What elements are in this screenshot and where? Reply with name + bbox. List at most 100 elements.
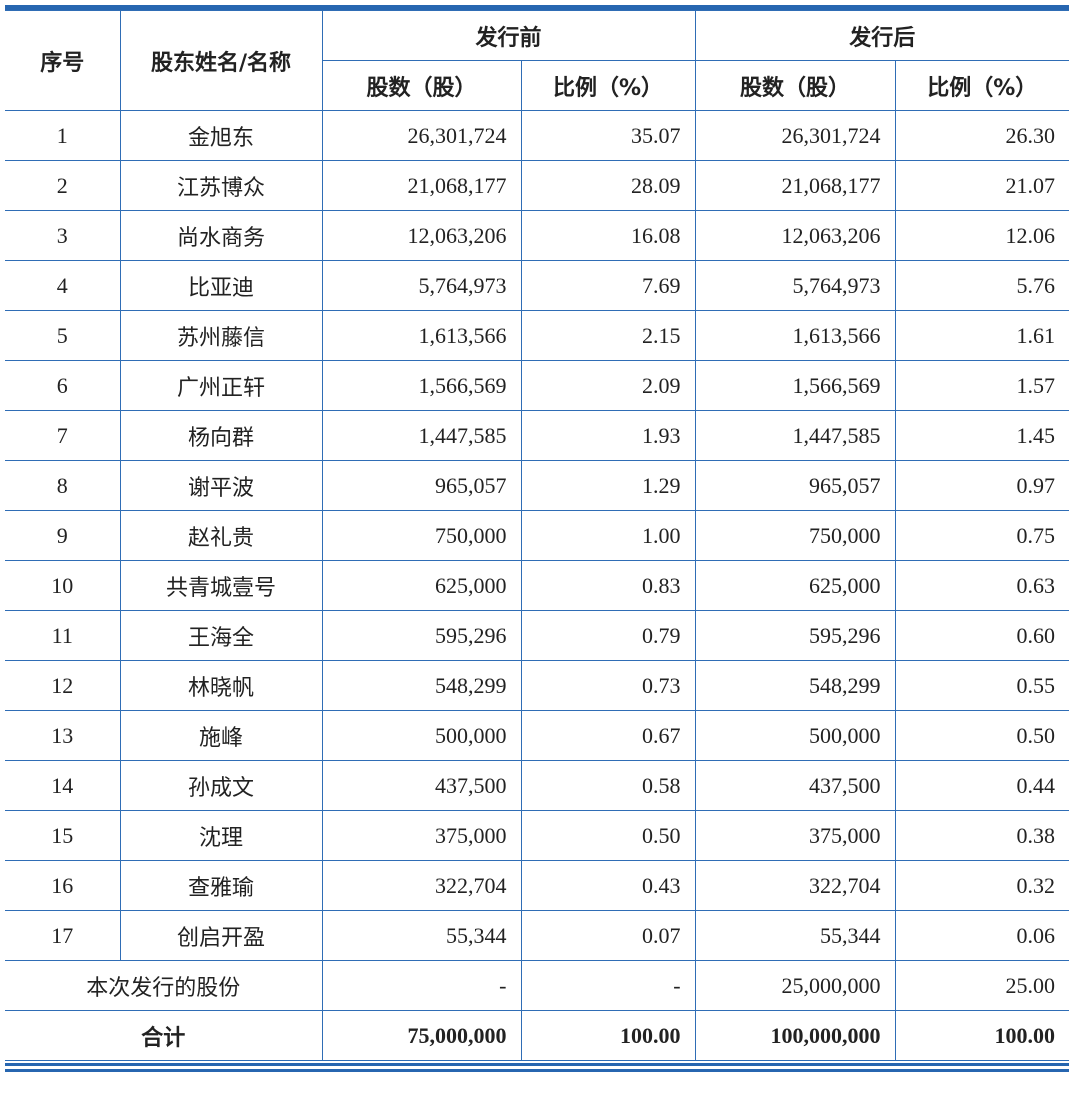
- cell: 1,613,566: [321, 310, 522, 361]
- header-row: 序号 股东姓名/名称 发行前 发行后: [5, 10, 1070, 111]
- cell: 9: [5, 510, 121, 561]
- data-row: 16 查雅瑜 322,704 0.43 322,704 0.32: [5, 860, 1070, 911]
- cell: 0.07: [520, 910, 696, 961]
- cell: 0.58: [520, 760, 696, 811]
- data-row: 12 林晓帆 548,299 0.73 548,299 0.55: [5, 660, 1070, 711]
- cell: 1.45: [894, 410, 1070, 461]
- cell: 25,000,000: [694, 960, 896, 1011]
- cell: 21,068,177: [694, 160, 896, 211]
- cell: 55,344: [321, 910, 522, 961]
- header-cell: 比例（%）: [894, 60, 1070, 111]
- cell: 江苏博众: [119, 160, 323, 211]
- cell: 12,063,206: [694, 210, 896, 261]
- cell: 1.93: [520, 410, 696, 461]
- cell: 12,063,206: [321, 210, 522, 261]
- data-row: 5 苏州藤信 1,613,566 2.15 1,613,566 1.61: [5, 310, 1070, 361]
- data-row: 8 谢平波 965,057 1.29 965,057 0.97: [5, 460, 1070, 511]
- cell: 322,704: [694, 860, 896, 911]
- cell: 21.07: [894, 160, 1070, 211]
- cell: 15: [5, 810, 121, 861]
- cell: 杨向群: [119, 410, 323, 461]
- row-label: 合计: [5, 1010, 323, 1061]
- header-cell: 股东姓名/名称: [119, 10, 323, 111]
- cell: 2.15: [520, 310, 696, 361]
- cell: 595,296: [321, 610, 522, 661]
- cell: 8: [5, 460, 121, 511]
- data-row: 11 王海全 595,296 0.79 595,296 0.60: [5, 610, 1070, 661]
- header-cell: 发行后: [694, 10, 1070, 61]
- cell: 5,764,973: [694, 260, 896, 311]
- cell: 12: [5, 660, 121, 711]
- cell: 0.50: [520, 810, 696, 861]
- cell: 7.69: [520, 260, 696, 311]
- cell: 625,000: [694, 560, 896, 611]
- cell: 施峰: [119, 710, 323, 761]
- cell: 14: [5, 760, 121, 811]
- cell: 2: [5, 160, 121, 211]
- bottom-rule: [5, 1063, 1069, 1072]
- cell: 0.44: [894, 760, 1070, 811]
- cell: 13: [5, 710, 121, 761]
- cell: 1,566,569: [694, 360, 896, 411]
- cell: 1.29: [520, 460, 696, 511]
- header-row: 股数（股） 比例（%） 股数（股） 比例（%）: [5, 60, 1070, 111]
- data-row: 14 孙成文 437,500 0.58 437,500 0.44: [5, 760, 1070, 811]
- cell: 28.09: [520, 160, 696, 211]
- cell: 1.00: [520, 510, 696, 561]
- cell: 437,500: [694, 760, 896, 811]
- cell: 1,447,585: [694, 410, 896, 461]
- cell: 5: [5, 310, 121, 361]
- cell: 4: [5, 260, 121, 311]
- cell: 1: [5, 110, 121, 161]
- cell: 创启开盈: [119, 910, 323, 961]
- shareholder-table: 序号 股东姓名/名称 发行前 发行后 股数（股） 比例（%） 股数（股） 比例（…: [5, 10, 1070, 1061]
- cell: 965,057: [321, 460, 522, 511]
- cell: 7: [5, 410, 121, 461]
- data-row: 6 广州正轩 1,566,569 2.09 1,566,569 1.57: [5, 360, 1070, 411]
- issue-row: 本次发行的股份 - -25,000,000 25.00: [5, 960, 1070, 1011]
- cell: 100.00: [894, 1010, 1070, 1061]
- cell: 0.06: [894, 910, 1070, 961]
- cell: 965,057: [694, 460, 896, 511]
- cell: 5,764,973: [321, 260, 522, 311]
- cell: 1,566,569: [321, 360, 522, 411]
- cell: 比亚迪: [119, 260, 323, 311]
- cell: 12.06: [894, 210, 1070, 261]
- cell: 查雅瑜: [119, 860, 323, 911]
- header-cell: 股数（股）: [322, 60, 522, 111]
- table-body: 1 金旭东 26,301,724 35.07 26,301,724 26.30 2 江苏博众 2…: [5, 110, 1070, 1061]
- data-row: 2 江苏博众 21,068,177 28.09 21,068,177 21.07: [5, 160, 1070, 211]
- cell: 广州正轩: [119, 360, 323, 411]
- cell: 3: [5, 210, 121, 261]
- cell: 0.60: [894, 610, 1070, 661]
- cell: 0.97: [894, 460, 1070, 511]
- cell: 1.57: [894, 360, 1070, 411]
- cell: 548,299: [694, 660, 896, 711]
- cell: 0.67: [520, 710, 696, 761]
- cell: 0.63: [894, 560, 1070, 611]
- header-cell: 序号: [5, 10, 121, 111]
- cell: 11: [5, 610, 121, 661]
- cell: 赵礼贵: [119, 510, 323, 561]
- cell: 0.50: [894, 710, 1070, 761]
- cell: 尚水商务: [119, 210, 323, 261]
- cell: 21,068,177: [321, 160, 522, 211]
- header-cell: 比例（%）: [520, 60, 696, 111]
- data-row: 10 共青城壹号 625,000 0.83 625,000 0.63: [5, 560, 1070, 611]
- cell: 548,299: [321, 660, 522, 711]
- cell: 苏州藤信: [119, 310, 323, 361]
- total-row: 合计 75,000,000 100.00 100,000,000 100.00: [5, 1010, 1070, 1061]
- cell: 500,000: [321, 710, 522, 761]
- cell: 595,296: [694, 610, 896, 661]
- cell: 谢平波: [119, 460, 323, 511]
- header-cell: 发行前: [321, 10, 696, 61]
- cell: 金旭东: [119, 110, 323, 161]
- cell: -: [321, 960, 522, 1011]
- cell: 26,301,724: [321, 110, 522, 161]
- data-row: 3 尚水商务 12,063,206 16.08 12,063,206 12.06: [5, 210, 1070, 261]
- cell: 0.55: [894, 660, 1070, 711]
- data-row: 7 杨向群 1,447,585 1.93 1,447,585 1.45: [5, 410, 1070, 461]
- cell: 5.76: [894, 260, 1070, 311]
- cell: 0.43: [520, 860, 696, 911]
